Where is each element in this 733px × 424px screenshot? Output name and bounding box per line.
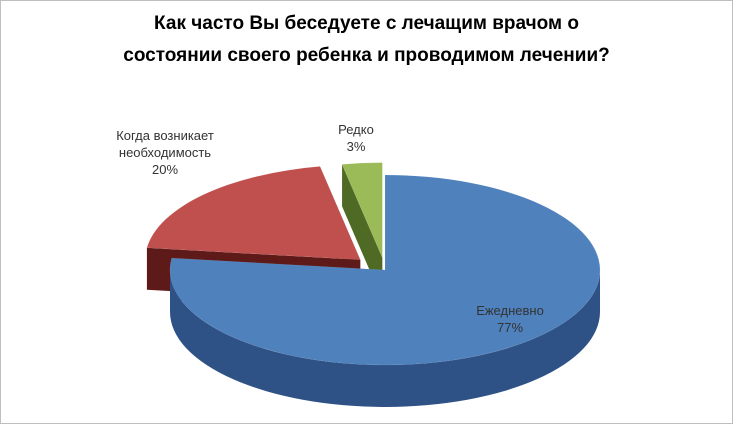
slice-label-rarely: Редко 3%	[316, 121, 396, 155]
slice-label-when-needed-line-2: необходимость	[118, 145, 212, 160]
slice-label-daily-name: Ежедневно	[476, 303, 544, 318]
slice-rarely-wall-0	[342, 164, 383, 300]
slice-label-daily: Ежедневно 77%	[455, 302, 565, 336]
slice-label-when-needed: Когда возникает необходимость 20%	[90, 127, 240, 178]
slice-label-rarely-value: 3%	[346, 139, 366, 154]
chart-title-line-2: состоянии своего ребенка и проводимом ле…	[123, 45, 610, 66]
slice-daily-side	[170, 270, 600, 407]
slice-label-rarely-name: Редко	[338, 122, 374, 137]
slice-when-needed	[146, 166, 361, 260]
slice-daily	[169, 174, 601, 366]
slice-label-daily-value: 77%	[496, 320, 524, 335]
chart-title: Как часто Вы беседуете с лечащим врачом …	[0, 8, 733, 72]
chart-title-line-1: Как часто Вы беседуете с лечащим врачом …	[154, 13, 579, 34]
slice-label-when-needed-value: 20%	[151, 162, 179, 177]
slice-rarely	[341, 162, 383, 258]
slice-label-when-needed-line-1: Когда возникает	[116, 128, 214, 143]
